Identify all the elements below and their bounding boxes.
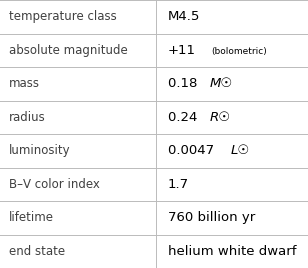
Text: (bolometric): (bolometric) — [212, 47, 267, 56]
Text: absolute magnitude: absolute magnitude — [9, 44, 128, 57]
Text: B–V color index: B–V color index — [9, 178, 100, 191]
Text: mass: mass — [9, 77, 40, 90]
Text: radius: radius — [9, 111, 46, 124]
Text: luminosity: luminosity — [9, 144, 71, 157]
Text: 760 billion yr: 760 billion yr — [168, 211, 255, 224]
Text: M4.5: M4.5 — [168, 10, 200, 23]
Text: 1.7: 1.7 — [168, 178, 189, 191]
Text: 0.0047: 0.0047 — [168, 144, 217, 157]
Text: temperature class: temperature class — [9, 10, 117, 23]
Text: +11: +11 — [168, 44, 196, 57]
Text: 0.24: 0.24 — [168, 111, 200, 124]
Text: 0.18: 0.18 — [168, 77, 200, 90]
Text: L☉: L☉ — [231, 144, 250, 157]
Text: helium white dwarf: helium white dwarf — [168, 245, 296, 258]
Text: R☉: R☉ — [209, 111, 230, 124]
Text: M☉: M☉ — [209, 77, 233, 90]
Text: end state: end state — [9, 245, 65, 258]
Text: lifetime: lifetime — [9, 211, 54, 224]
